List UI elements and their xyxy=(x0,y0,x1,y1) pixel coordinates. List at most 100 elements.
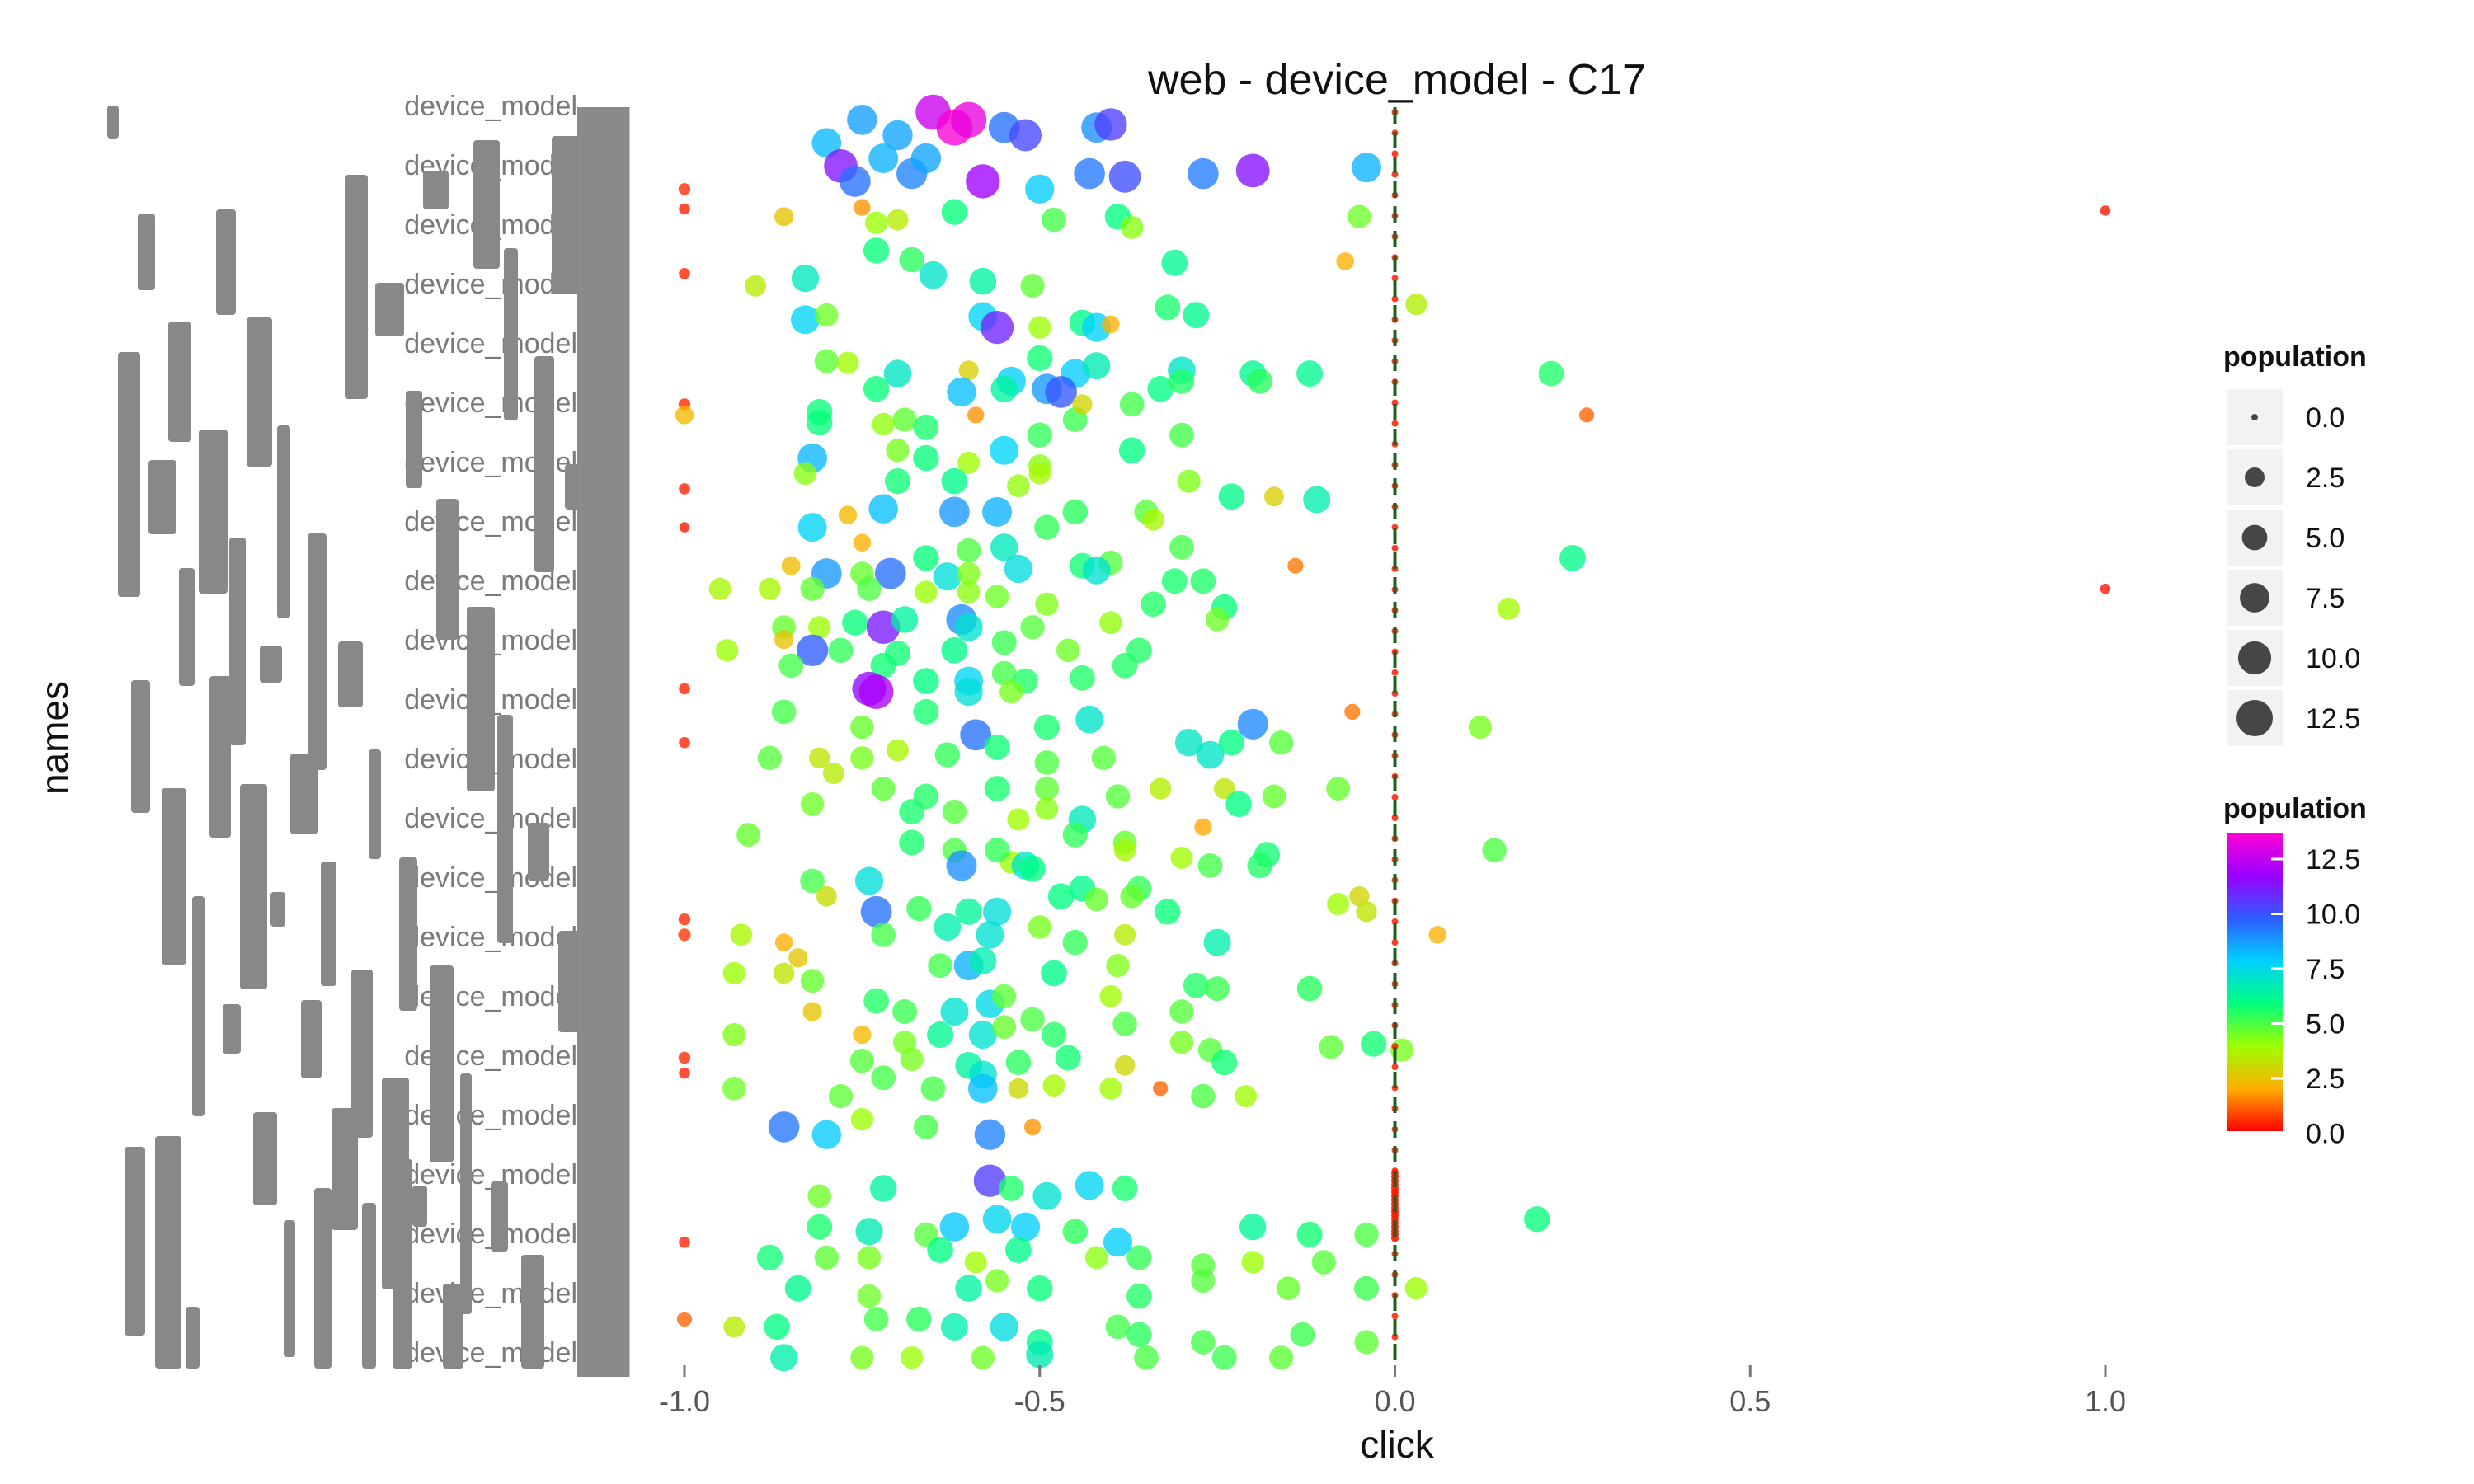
data-point xyxy=(1161,249,1188,276)
data-point xyxy=(1524,1206,1550,1233)
data-point xyxy=(764,1313,790,1341)
data-point xyxy=(1120,216,1144,239)
data-point xyxy=(1404,1277,1428,1300)
y-label-overplot-mark xyxy=(600,107,604,1377)
x-tick-label: 1.0 xyxy=(2085,1384,2126,1418)
data-point xyxy=(850,1107,874,1131)
y-label-overplot-mark xyxy=(284,1220,295,1357)
y-label-overplot-mark xyxy=(209,676,231,838)
size-legend-title: population xyxy=(2223,341,2367,373)
data-point xyxy=(1105,784,1131,809)
data-point xyxy=(1009,119,1042,152)
data-point xyxy=(863,376,890,402)
size-legend-marker xyxy=(2236,700,2273,736)
data-point xyxy=(814,349,839,373)
data-point xyxy=(1276,1276,1300,1301)
data-point xyxy=(882,120,913,151)
data-point xyxy=(1120,884,1145,909)
data-point xyxy=(730,923,753,946)
data-point xyxy=(1126,1283,1152,1309)
data-point xyxy=(950,101,987,138)
data-point xyxy=(1141,591,1166,618)
data-point xyxy=(678,928,691,942)
data-point xyxy=(1191,1083,1216,1109)
data-point xyxy=(802,1002,822,1021)
data-point xyxy=(982,496,1013,527)
data-point xyxy=(955,1275,982,1302)
data-point xyxy=(807,1184,831,1209)
data-point xyxy=(756,1244,783,1270)
y-label-overplot-mark xyxy=(585,107,589,1377)
data-point xyxy=(679,522,690,533)
data-point xyxy=(1428,926,1446,944)
data-point xyxy=(1391,420,1399,427)
data-point xyxy=(2100,205,2111,216)
data-point xyxy=(967,406,985,424)
data-point xyxy=(910,143,942,174)
data-point xyxy=(1352,153,1381,183)
data-point xyxy=(857,576,882,601)
data-point xyxy=(807,410,833,436)
data-point xyxy=(1153,1081,1169,1097)
y-label-overplot-mark xyxy=(588,107,593,1377)
data-point xyxy=(1319,1035,1343,1059)
data-point xyxy=(1041,1021,1067,1048)
data-point xyxy=(1028,316,1051,339)
data-point xyxy=(1262,784,1286,809)
y-label-overplot-mark xyxy=(290,754,318,834)
data-point xyxy=(1033,714,1060,740)
data-point xyxy=(891,606,919,633)
data-point xyxy=(1118,437,1145,464)
data-point xyxy=(915,580,938,603)
y-label-overplot-mark xyxy=(216,209,236,315)
data-point xyxy=(940,998,969,1026)
x-tick-label: 0.5 xyxy=(1729,1384,1771,1418)
data-point xyxy=(942,799,967,824)
y-label-overplot-mark xyxy=(351,970,373,1138)
y-axis-label: names xyxy=(33,681,76,795)
data-point xyxy=(1035,592,1059,616)
data-point xyxy=(1170,847,1193,869)
data-point xyxy=(1075,705,1103,734)
data-point xyxy=(1188,157,1219,190)
data-point xyxy=(927,1237,953,1263)
data-point xyxy=(900,1047,924,1072)
data-point xyxy=(1114,923,1136,946)
data-point xyxy=(808,616,831,639)
data-point xyxy=(842,609,868,636)
y-tick-label: device_model xyxy=(404,1337,577,1369)
y-label-overplot-mark xyxy=(393,1159,412,1369)
data-point xyxy=(1354,1275,1379,1301)
data-point xyxy=(874,557,906,589)
data-point xyxy=(958,360,979,381)
data-point xyxy=(1391,1234,1399,1242)
data-point xyxy=(1183,972,1209,998)
data-point xyxy=(800,868,825,894)
data-point xyxy=(1027,422,1053,448)
data-point xyxy=(1194,818,1212,836)
data-point xyxy=(1296,1221,1323,1248)
size-legend-label: 7.5 xyxy=(2306,583,2345,614)
data-point xyxy=(1026,1341,1054,1369)
x-axis: -1.0 -0.5 0.0 0.5 1.0 xyxy=(659,1365,2126,1418)
y-label-overplot-mark xyxy=(247,317,272,467)
y-label-overplot-mark xyxy=(277,425,290,618)
y-tick-label: device_model xyxy=(404,803,577,834)
y-label-overplot-mark xyxy=(301,1000,322,1078)
y-label-overplot-mark xyxy=(260,646,282,683)
data-point xyxy=(887,739,909,762)
data-point xyxy=(964,1251,987,1274)
y-label-overplot-mark xyxy=(603,107,608,1377)
data-point xyxy=(679,736,690,749)
y-label-overplot-mark xyxy=(460,1073,472,1314)
y-label-overplot-mark xyxy=(577,107,581,1377)
data-point xyxy=(1108,160,1141,193)
size-legend-marker xyxy=(2240,583,2269,613)
data-point xyxy=(679,268,690,279)
data-point xyxy=(868,143,899,173)
data-point xyxy=(863,988,889,1014)
data-point xyxy=(791,264,820,293)
data-point xyxy=(811,1120,841,1149)
data-point xyxy=(1062,1219,1089,1244)
data-point xyxy=(849,1049,875,1073)
